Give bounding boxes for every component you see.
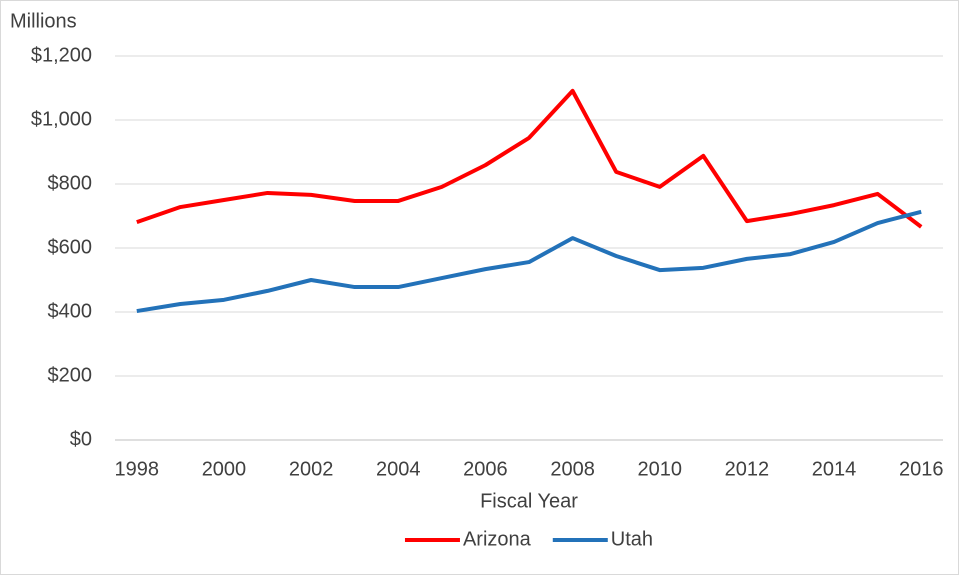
legend-label: Utah: [611, 528, 653, 550]
x-tick-label: 2016: [899, 458, 944, 480]
x-tick-label: 2010: [637, 458, 682, 480]
x-tick-label: 1998: [115, 458, 160, 480]
series-line: [136, 88, 923, 229]
x-tick-label: 2002: [289, 458, 334, 480]
x-tick-label: 2014: [812, 458, 857, 480]
y-tick-label: $400: [48, 300, 93, 322]
x-tick-label: 2004: [376, 458, 421, 480]
x-axis-label: Fiscal Year: [480, 490, 578, 512]
x-tick-label: 2008: [550, 458, 595, 480]
y-unit-label: Millions: [10, 10, 77, 32]
y-tick-label: $800: [48, 172, 93, 194]
y-tick-label: $200: [48, 364, 93, 386]
legend-label: Arizona: [463, 528, 532, 550]
series-line: [136, 209, 922, 314]
x-tick-label: 2006: [463, 458, 508, 480]
y-tick-label: $1,000: [31, 108, 92, 130]
y-tick-label: $0: [70, 428, 92, 450]
y-tick-label: $1,200: [31, 44, 92, 66]
y-tick-label: $600: [48, 236, 93, 258]
x-tick-label: 2000: [202, 458, 247, 480]
x-tick-label: 2012: [725, 458, 770, 480]
